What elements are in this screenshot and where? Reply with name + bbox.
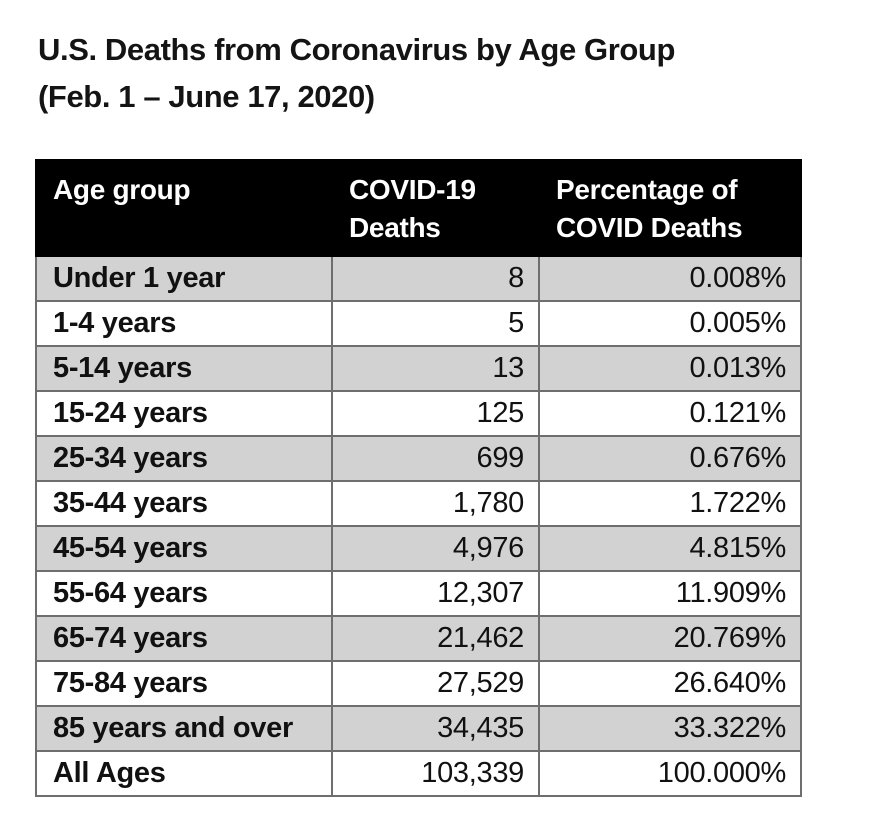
deaths-cell: 125 [331,390,540,437]
deaths-cell: 12,307 [331,570,540,617]
age-group-cell: 85 years and over [35,705,333,752]
age-group-cell: 25-34 years [35,435,333,482]
column-header-age-group: Age group [35,159,333,257]
column-header-percentage: Percentage of COVID Deaths [538,159,802,257]
age-group-cell: 5-14 years [35,345,333,392]
percentage-cell: 11.909% [538,570,802,617]
age-group-cell: Under 1 year [35,255,333,302]
age-group-cell: 65-74 years [35,615,333,662]
deaths-cell: 13 [331,345,540,392]
age-group-cell: 35-44 years [35,480,333,527]
table-row: 75-84 years 27,529 26.640% [35,660,802,707]
percentage-cell: 0.005% [538,300,802,347]
table-row: Under 1 year 8 0.008% [35,255,802,302]
age-group-cell: 15-24 years [35,390,333,437]
deaths-cell: 4,976 [331,525,540,572]
percentage-cell: 26.640% [538,660,802,707]
deaths-cell: 699 [331,435,540,482]
deaths-cell: 34,435 [331,705,540,752]
percentage-cell: 0.676% [538,435,802,482]
deaths-cell: 1,780 [331,480,540,527]
age-group-cell: All Ages [35,750,333,797]
table-row: 35-44 years 1,780 1.722% [35,480,802,527]
table-row: 25-34 years 699 0.676% [35,435,802,482]
percentage-cell: 0.008% [538,255,802,302]
percentage-cell: 100.000% [538,750,802,797]
percentage-cell: 0.013% [538,345,802,392]
deaths-cell: 8 [331,255,540,302]
page-title-line1: U.S. Deaths from Coronavirus by Age Grou… [38,32,675,67]
percentage-cell: 1.722% [538,480,802,527]
percentage-cell: 4.815% [538,525,802,572]
table-row: 15-24 years 125 0.121% [35,390,802,437]
age-group-cell: 1-4 years [35,300,333,347]
table-row: 1-4 years 5 0.005% [35,300,802,347]
age-group-cell: 75-84 years [35,660,333,707]
percentage-cell: 20.769% [538,615,802,662]
deaths-cell: 21,462 [331,615,540,662]
table-row: 55-64 years 12,307 11.909% [35,570,802,617]
table-row: All Ages 103,339 100.000% [35,750,802,797]
percentage-cell: 33.322% [538,705,802,752]
deaths-cell: 103,339 [331,750,540,797]
page-title: U.S. Deaths from Coronavirus by Age Grou… [0,0,874,120]
table-header-row: Age group COVID-19 Deaths Percentage of … [35,159,802,257]
table-row: 65-74 years 21,462 20.769% [35,615,802,662]
table-row: 45-54 years 4,976 4.815% [35,525,802,572]
table-row: 85 years and over 34,435 33.322% [35,705,802,752]
age-group-cell: 45-54 years [35,525,333,572]
table-row: 5-14 years 13 0.013% [35,345,802,392]
column-header-covid19-deaths: COVID-19 Deaths [331,159,540,257]
percentage-cell: 0.121% [538,390,802,437]
page-title-line2: (Feb. 1 – June 17, 2020) [38,79,375,114]
deaths-cell: 27,529 [331,660,540,707]
covid-deaths-table: Age group COVID-19 Deaths Percentage of … [35,159,802,797]
age-group-cell: 55-64 years [35,570,333,617]
deaths-cell: 5 [331,300,540,347]
